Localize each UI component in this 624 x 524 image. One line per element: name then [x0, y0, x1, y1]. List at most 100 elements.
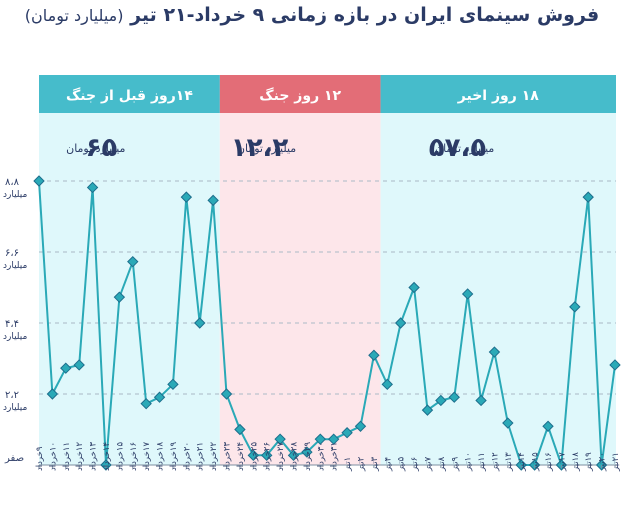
data-point-21 [314, 433, 327, 445]
data-point-17 [261, 449, 273, 462]
data-point-32 [461, 288, 474, 300]
x-tick-label-14: ۲۳خرداد [223, 442, 233, 471]
chart-title-text: فروش سینمای ایران در بازه زمانی ۹ خرداد-… [130, 4, 600, 26]
x-tick-label-24: ۲تیر [356, 456, 366, 472]
x-tick-label-41: ۱۹تیر [584, 452, 594, 472]
x-tick-label-30: ۸تیر [437, 456, 447, 472]
data-point-16 [247, 449, 260, 462]
data-point-15 [234, 423, 246, 436]
x-tick-label-13: ۲۲خرداد [209, 442, 219, 471]
x-tick-label-0: ۹خرداد [35, 446, 45, 471]
period-header-0 [39, 75, 220, 113]
data-point-24 [354, 420, 367, 432]
data-point-29 [421, 404, 434, 416]
data-point-25 [368, 349, 380, 361]
x-tick-label-3: ۱۲خرداد [75, 442, 85, 471]
x-tick-label-29: ۷تیر [423, 456, 433, 472]
y-tick-label-2: ۴،۴ [5, 319, 19, 330]
data-point-10 [167, 378, 179, 391]
x-tick-label-17: ۲۶خرداد [263, 442, 273, 471]
x-tick-label-19: ۲۸خرداد [290, 442, 300, 471]
data-point-14 [220, 388, 233, 400]
period-total-0: ۶۵ [86, 133, 118, 163]
series-line [38, 180, 616, 466]
chart-title: فروش سینمای ایران در بازه زمانی ۹ خرداد-… [0, 4, 624, 26]
data-point-38 [542, 420, 554, 432]
data-point-9 [153, 391, 166, 403]
x-tick-label-36: ۱۴تیر [517, 452, 527, 472]
x-tick-label-26: ۴تیر [383, 457, 393, 472]
x-tick-label-25: ۳تیر [370, 456, 380, 472]
x-tick-label-39: ۱۷تیر [557, 452, 567, 472]
data-point-18 [274, 433, 286, 445]
data-point-12 [194, 317, 206, 329]
x-tick-label-1: ۱۰خرداد [48, 442, 58, 471]
x-tick-label-34: ۱۲تیر [490, 452, 500, 472]
x-tick-label-12: ۲۱خرداد [196, 442, 206, 471]
period-background-1 [219, 75, 381, 465]
data-point-19 [287, 449, 300, 462]
x-tick-label-7: ۱۶خرداد [129, 442, 139, 471]
data-point-0 [33, 175, 45, 187]
x-tick-label-16: ۲۵خرداد [249, 442, 259, 471]
period-unit-1: میلیارد تومان [237, 142, 296, 155]
x-tick-label-23: ۱تیر [343, 457, 353, 472]
x-tick-label-33: ۱۱تیر [477, 452, 487, 472]
x-tick-label-21: ۳۰خرداد [316, 442, 326, 471]
y-tick-label-3: ۶،۶ [5, 248, 19, 259]
data-point-8 [140, 397, 152, 410]
period-total-1: ۱۲،۲ [231, 133, 289, 163]
period-background-2 [380, 75, 616, 465]
y-tick-unit-4: میلیارد [3, 190, 28, 200]
x-tick-label-32: ۱۰تیر [464, 452, 474, 472]
x-tick-label-15: ۲۴خرداد [236, 442, 246, 471]
x-tick-label-8: ۱۷خرداد [142, 442, 152, 471]
data-point-43 [609, 359, 621, 371]
x-tick-label-5: ۱۴خرداد [102, 442, 112, 471]
y-tick-unit-2: میلیارد [3, 332, 28, 342]
x-tick-label-18: ۲۷خرداد [276, 442, 286, 471]
x-tick-label-31: ۹تیر [450, 456, 460, 472]
y-tick-unit-1: میلیارد [3, 403, 28, 413]
data-point-27 [394, 317, 407, 329]
x-tick-label-38: ۱۶تیر [544, 452, 554, 472]
data-point-35 [502, 417, 514, 429]
data-point-13 [207, 194, 219, 207]
x-tick-label-28: ۶تیر [410, 457, 420, 472]
period-unit-2: میلیارد تومان [435, 142, 494, 155]
x-tick-label-2: ۱۱خرداد [62, 442, 72, 471]
data-point-23 [341, 427, 353, 439]
data-point-20 [301, 446, 313, 458]
data-point-4 [86, 181, 99, 194]
x-tick-label-22: ۳۱خرداد [330, 442, 340, 471]
period-label-1: ۱۲ روز جنگ [259, 87, 341, 104]
data-point-30 [435, 394, 447, 407]
data-point-33 [475, 394, 487, 407]
x-tick-label-40: ۱۸تیر [571, 452, 581, 472]
data-point-40 [569, 301, 581, 313]
x-tick-label-10: ۱۹خرداد [169, 442, 179, 471]
period-label-0: ۱۴روز قبل از جنگ [66, 87, 193, 104]
period-header-1 [219, 75, 381, 113]
y-tick-unit-3: میلیارد [3, 261, 28, 271]
x-tick-label-27: ۵تیر [397, 456, 407, 472]
data-point-34 [488, 346, 501, 358]
x-tick-label-37: ۱۵تیر [531, 452, 541, 472]
y-tick-label-0: صفر [4, 453, 24, 464]
x-tick-label-4: ۱۳خرداد [89, 442, 99, 471]
y-tick-label-1: ۲،۲ [5, 390, 19, 401]
data-point-31 [448, 391, 460, 403]
data-point-2 [60, 362, 72, 374]
data-point-1 [46, 388, 59, 400]
data-point-28 [408, 281, 420, 294]
x-tick-label-11: ۲۰خرداد [182, 442, 192, 471]
period-total-2: ۵۷،۵ [429, 133, 487, 163]
x-tick-label-20: ۲۹خرداد [303, 442, 313, 471]
x-tick-label-35: ۱۳تیر [504, 452, 514, 472]
data-point-6 [113, 291, 126, 303]
period-label-2: ۱۸ روز اخیر [457, 88, 539, 104]
x-tick-label-9: ۱۸خرداد [156, 442, 166, 471]
data-point-41 [582, 191, 594, 203]
chart-subtitle: (میلیارد تومان) [24, 6, 124, 25]
